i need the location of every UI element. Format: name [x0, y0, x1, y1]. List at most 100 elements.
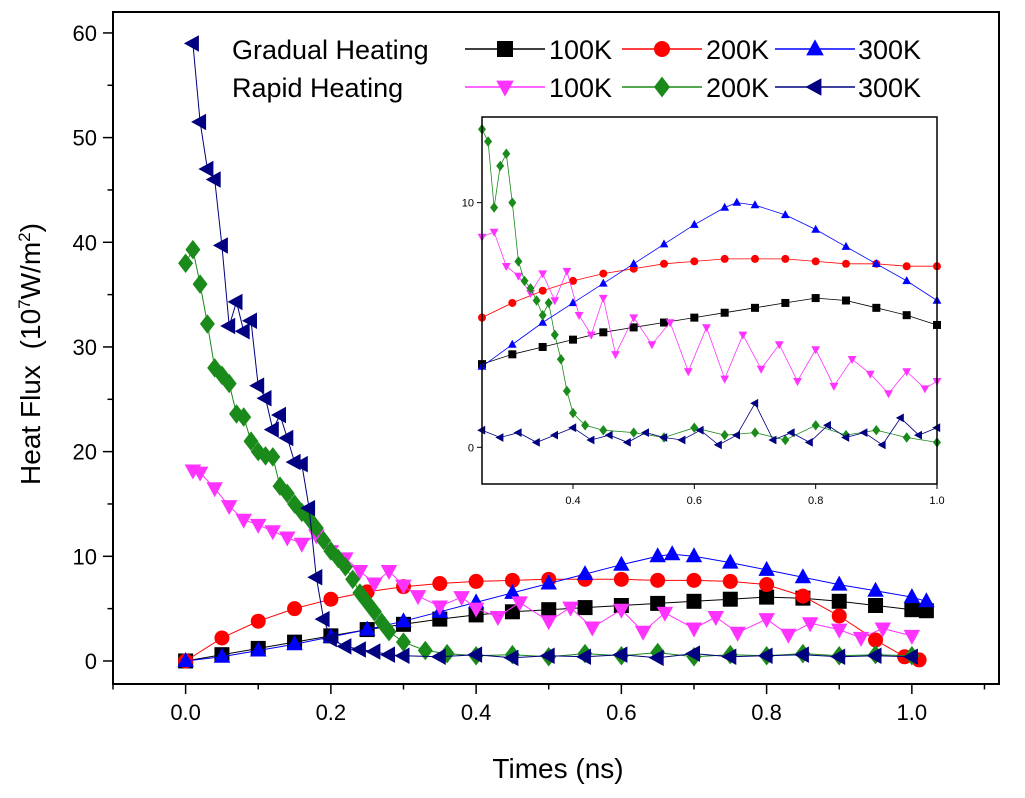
main-data-point	[439, 643, 455, 664]
inset-data-point	[842, 259, 850, 268]
inset-data-point	[720, 375, 730, 384]
main-data-point	[612, 646, 628, 663]
main-data-point	[918, 592, 935, 608]
inset-data-point	[550, 297, 560, 306]
main-ytick-label: 30	[73, 335, 97, 360]
inset-data-point	[514, 272, 523, 281]
main-data-point	[178, 253, 194, 273]
inset-data-point	[477, 425, 486, 435]
main-data-point	[199, 314, 215, 334]
main-data-point	[722, 573, 738, 589]
main-data-point	[243, 431, 259, 451]
inset-data-point	[690, 313, 699, 322]
inset-data-point	[781, 298, 790, 307]
inset-data-point	[569, 335, 577, 344]
inset-data-point	[871, 259, 881, 267]
inset-data-point	[647, 341, 657, 350]
main-data-point	[793, 646, 809, 663]
main-data-point	[366, 577, 383, 593]
legend-swatches	[465, 39, 855, 98]
legend-swatch-marker	[806, 39, 824, 56]
main-data-point	[852, 631, 870, 647]
inset-data-point	[550, 329, 559, 340]
main-data-point	[904, 602, 920, 618]
main-data-point	[541, 602, 557, 618]
inset-data-point	[611, 351, 620, 360]
inset-data-point	[599, 328, 608, 337]
main-data-point	[903, 629, 921, 645]
main-data-point	[214, 630, 230, 646]
main-data-point	[584, 621, 601, 637]
main-ytick-label: 60	[73, 21, 97, 46]
main-data-point	[380, 646, 395, 663]
inset-data-point	[811, 420, 820, 431]
main-data-point	[504, 572, 520, 588]
main-data-point	[365, 643, 381, 660]
main-data-point	[504, 604, 520, 620]
main-data-point	[577, 600, 593, 616]
inset-data-point	[690, 257, 699, 266]
main-data-point	[229, 404, 244, 424]
main-data-point	[758, 560, 775, 576]
inset-xtick-label: 0.8	[808, 495, 823, 507]
inset-data-point	[599, 269, 608, 278]
inset-data-point	[599, 425, 608, 436]
inset-data-point	[847, 356, 857, 364]
main-data-point	[323, 591, 339, 607]
main-data-point	[867, 581, 884, 597]
main-data-point	[721, 648, 737, 665]
inset-data-point	[877, 440, 886, 450]
inset-data-point	[732, 430, 740, 440]
main-data-point	[183, 35, 199, 52]
inset-data-point	[508, 298, 517, 307]
main-data-point	[350, 641, 366, 658]
y-axis-label: Heat Flux (107W/m2)	[15, 223, 46, 485]
main-data-point	[489, 611, 507, 626]
legend-swatch-marker	[654, 76, 670, 98]
y-axis-label-main: Heat Flux	[15, 365, 46, 485]
inset-xtick-label: 0.6	[687, 495, 702, 507]
legend-group-gradual: Gradual Heating	[232, 35, 429, 65]
main-data-point	[205, 171, 221, 188]
main-data-point	[417, 640, 433, 661]
inset-data-point	[695, 425, 704, 435]
inset-data-point	[508, 197, 517, 208]
main-data-point	[453, 591, 470, 607]
main-ytick-label: 0	[85, 649, 97, 674]
main-data-point	[308, 518, 324, 538]
inset-data-point	[538, 342, 547, 351]
main-data-point	[337, 557, 353, 577]
inset-data-point	[622, 438, 631, 447]
inset-data-point	[774, 341, 784, 350]
inset-data-point	[895, 413, 904, 423]
main-data-point	[286, 635, 303, 651]
main-data-point	[191, 113, 207, 131]
inset-data-point	[750, 200, 760, 209]
main-data-point	[265, 447, 281, 467]
main-data-point	[686, 593, 702, 609]
inset-data-point	[811, 257, 820, 266]
main-data-point	[794, 568, 812, 584]
main-data-point	[258, 446, 273, 466]
inset-data-point	[629, 323, 638, 332]
main-data-point	[336, 638, 352, 655]
inset-data-point	[574, 312, 584, 320]
inset-series-line	[481, 297, 938, 365]
main-data-point	[467, 646, 483, 663]
main-xtick-label: 0.6	[606, 700, 637, 725]
main-data-point	[396, 632, 411, 652]
inset-data-point	[514, 256, 523, 267]
inset-data-point	[713, 440, 722, 450]
inset-data-point	[598, 294, 608, 303]
main-data-point	[503, 649, 519, 667]
inset-data-point	[629, 427, 638, 438]
inset-data-point	[598, 278, 608, 287]
main-data-point	[278, 429, 294, 447]
inset-data-point	[568, 423, 577, 433]
main-data-point	[250, 613, 266, 629]
inset-data-point	[629, 314, 639, 323]
main-data-point	[539, 647, 555, 664]
inset-data-point	[532, 295, 541, 306]
main-data-point	[271, 406, 286, 424]
inset-data-point	[586, 331, 596, 340]
